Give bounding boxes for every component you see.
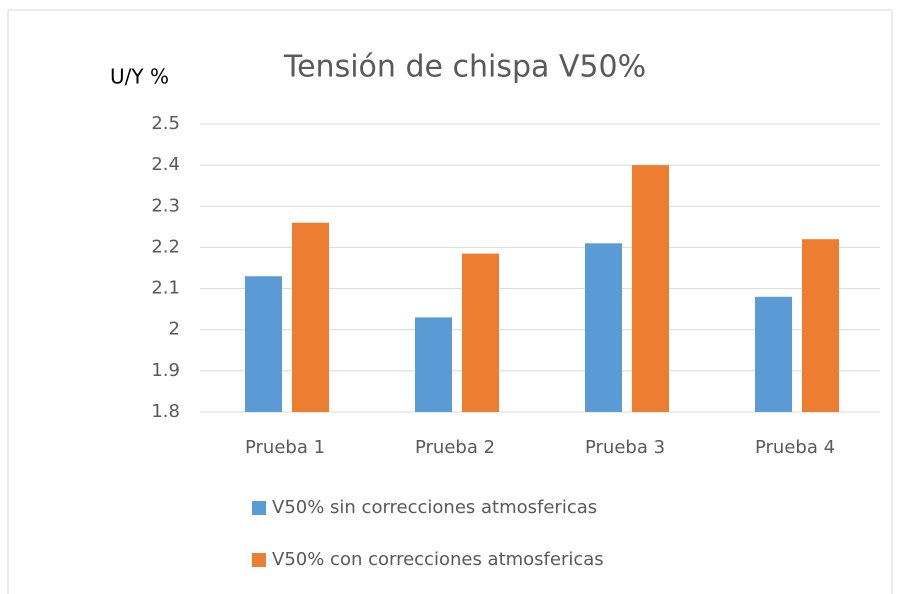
y-tick-label: 2.1 (151, 278, 180, 299)
y-tick-label: 2.5 (151, 113, 180, 134)
chart-frame (7, 9, 893, 594)
legend-swatch (252, 501, 266, 515)
bar (802, 239, 839, 412)
y-tick-label: 2 (169, 319, 180, 340)
y-tick-label: 1.9 (151, 360, 180, 381)
bar (292, 222, 329, 412)
y-axis-label: U/Y % (110, 65, 169, 89)
y-tick-label: 2.3 (151, 195, 180, 216)
bar (632, 165, 669, 412)
x-tick-label: Prueba 1 (245, 437, 325, 458)
bar (585, 243, 622, 412)
y-tick-label: 1.8 (151, 401, 180, 422)
chart-title: Tensión de chispa V50% (283, 50, 646, 85)
y-tick-label: 2.2 (151, 236, 180, 257)
legend-swatch (252, 553, 266, 567)
bar (415, 317, 452, 412)
legend-label: V50% con correcciones atmosfericas (272, 549, 604, 570)
legend-label: V50% sin correcciones atmosfericas (272, 497, 597, 518)
x-tick-label: Prueba 4 (755, 437, 835, 458)
bar (245, 276, 282, 412)
bar (462, 253, 499, 412)
x-tick-label: Prueba 3 (585, 437, 665, 458)
bar (755, 296, 792, 412)
y-tick-label: 2.4 (151, 154, 180, 175)
x-tick-label: Prueba 2 (415, 437, 495, 458)
